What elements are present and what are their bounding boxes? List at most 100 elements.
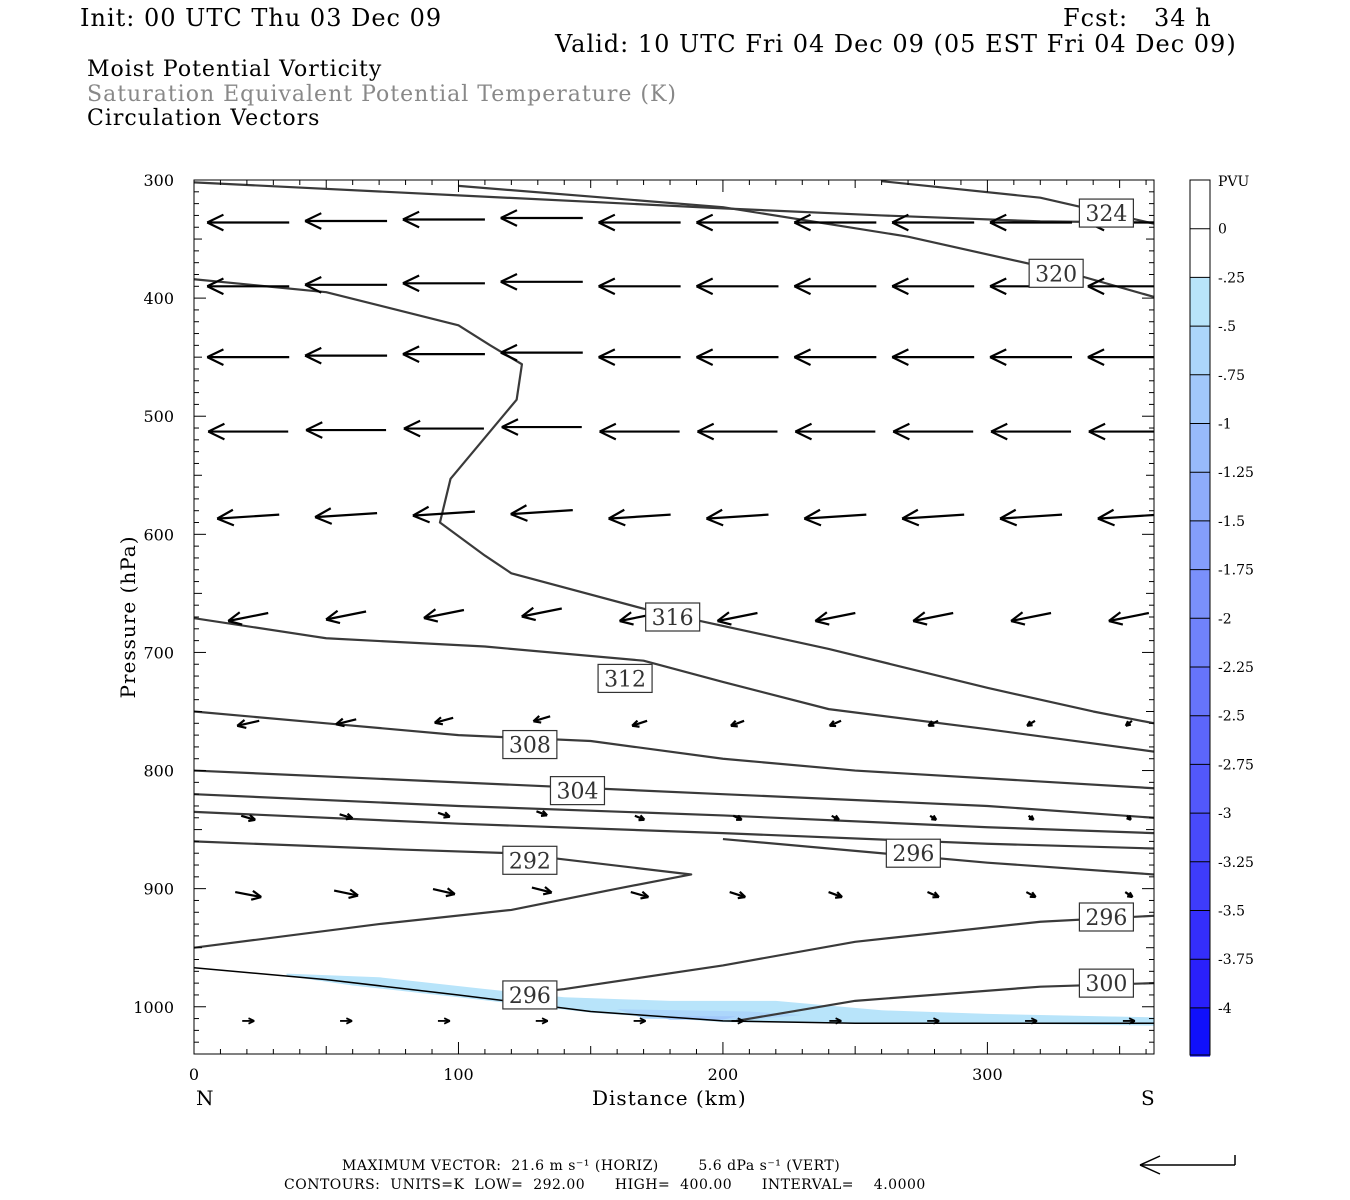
circulation-vector bbox=[532, 715, 551, 724]
y-tick-label: 500 bbox=[143, 407, 174, 426]
contour-320 bbox=[458, 184, 1154, 298]
circulation-vector bbox=[716, 611, 758, 626]
y-tick-label: 300 bbox=[143, 171, 174, 190]
circulation-vector bbox=[402, 210, 485, 229]
colorbar-label: -.25 bbox=[1218, 270, 1245, 286]
colorbar-label: -1.25 bbox=[1218, 465, 1254, 481]
colorbar-label: -3 bbox=[1218, 806, 1232, 822]
colorbar-label: -2 bbox=[1218, 611, 1232, 627]
colorbar-label: -.75 bbox=[1218, 368, 1245, 384]
field-title-vectors: Circulation Vectors bbox=[87, 106, 321, 131]
colorbar-cell bbox=[1190, 180, 1210, 229]
circulation-vector bbox=[235, 889, 262, 901]
circulation-vector bbox=[631, 719, 648, 728]
circulation-vector bbox=[1087, 277, 1154, 296]
colorbar-label: 0 bbox=[1218, 222, 1227, 238]
circulation-vector bbox=[314, 507, 378, 525]
circulation-vector bbox=[339, 812, 354, 821]
circulation-vector bbox=[1025, 1017, 1038, 1025]
circulation-vector bbox=[500, 209, 583, 227]
endpoint-left: N bbox=[196, 1086, 214, 1110]
circulation-vector bbox=[304, 275, 388, 294]
contour-312 bbox=[194, 617, 1154, 753]
colorbar-cell bbox=[1190, 326, 1210, 375]
colorbar-cell bbox=[1190, 618, 1210, 667]
colorbar-units: PVU bbox=[1218, 174, 1250, 190]
y-tick-label: 600 bbox=[143, 525, 174, 544]
circulation-vector bbox=[412, 505, 475, 524]
circulation-vector bbox=[403, 419, 484, 438]
circulation-vector bbox=[912, 611, 954, 626]
reference-vector bbox=[1139, 1155, 1236, 1175]
circulation-vector bbox=[630, 890, 650, 900]
circulation-vector bbox=[999, 508, 1063, 527]
circulation-vector bbox=[432, 887, 456, 898]
circulation-vector bbox=[730, 719, 745, 728]
circulation-vector bbox=[402, 274, 485, 293]
circulation-vector bbox=[729, 891, 747, 900]
contour-label-text: 296 bbox=[892, 842, 934, 867]
colorbar-cell bbox=[1190, 569, 1210, 619]
circulation-vector bbox=[696, 213, 779, 232]
circulation-vector bbox=[608, 508, 671, 527]
circulation-vector bbox=[423, 608, 465, 623]
circulation-vector bbox=[1108, 611, 1150, 626]
field-title-theta-es: Saturation Equivalent Potential Temperat… bbox=[87, 82, 677, 107]
contour-label: 296 bbox=[502, 980, 558, 1010]
circulation-vector bbox=[242, 1017, 255, 1025]
circulation-vector bbox=[500, 343, 583, 362]
colorbar-label: -1 bbox=[1218, 417, 1232, 433]
circulation-vector bbox=[402, 345, 485, 363]
circulation-vector bbox=[732, 814, 743, 821]
contour-label: 312 bbox=[597, 663, 653, 694]
forecast-hour: Fcst: 34 h bbox=[1063, 4, 1212, 32]
field-title-mpv: Moist Potential Vorticity bbox=[87, 57, 383, 82]
circulation-vector bbox=[1088, 422, 1154, 441]
circulation-vector bbox=[437, 811, 451, 819]
contour-label-text: 296 bbox=[1085, 906, 1127, 931]
y-tick-label: 800 bbox=[143, 762, 174, 781]
colorbar-cell bbox=[1190, 910, 1210, 960]
colorbar-cell bbox=[1190, 764, 1210, 814]
circulation-vector bbox=[901, 508, 965, 527]
circulation-vector bbox=[793, 213, 877, 232]
circulation-vector bbox=[535, 1017, 549, 1025]
circulation-vector bbox=[929, 814, 938, 821]
colorbar-label: -3.75 bbox=[1218, 952, 1254, 968]
circulation-vector bbox=[892, 422, 974, 441]
colorbar-cell bbox=[1190, 1007, 1210, 1057]
circulation-vector bbox=[1124, 891, 1134, 899]
circulation-vector bbox=[891, 213, 975, 232]
x-tick-label: 300 bbox=[972, 1065, 1003, 1084]
circulation-vector bbox=[1010, 611, 1052, 626]
colorbar-label: -2.75 bbox=[1218, 757, 1254, 773]
y-axis-label: Pressure (hPa) bbox=[116, 535, 140, 699]
circulation-vector bbox=[989, 348, 1073, 366]
colorbar-label: -3.25 bbox=[1218, 855, 1254, 871]
colorbar-label: -2.5 bbox=[1218, 709, 1245, 725]
colorbar-label: -2.25 bbox=[1218, 660, 1254, 676]
contour-label: 320 bbox=[1028, 258, 1084, 288]
circulation-vector bbox=[891, 348, 975, 366]
contour-label-text: 324 bbox=[1085, 202, 1127, 227]
footer-contours: CONTOURS: UNITS=K LOW= 292.00 HIGH= 400.… bbox=[284, 1177, 926, 1193]
y-tick-label: 700 bbox=[143, 643, 174, 662]
circulation-vector bbox=[599, 422, 680, 441]
x-tick-label: 200 bbox=[708, 1065, 739, 1084]
contour-label: 304 bbox=[549, 776, 606, 806]
circulation-vector bbox=[633, 1017, 647, 1025]
circulation-vector bbox=[335, 717, 357, 728]
colorbar-cell bbox=[1190, 715, 1210, 765]
footer-max-vector: MAXIMUM VECTOR: 21.6 m s⁻¹ (HORIZ) 5.6 d… bbox=[342, 1158, 841, 1174]
init-time: Init: 00 UTC Thu 03 Dec 09 bbox=[80, 4, 443, 32]
circulation-vector bbox=[696, 277, 779, 296]
y-tick-label: 1000 bbox=[133, 998, 174, 1017]
circulation-vector bbox=[501, 418, 582, 436]
circulation-vector bbox=[333, 888, 359, 899]
circulation-vector bbox=[304, 346, 388, 365]
circulation-vector bbox=[510, 504, 573, 522]
circulation-vector bbox=[1126, 815, 1132, 821]
circulation-vector bbox=[1087, 348, 1154, 366]
circulation-vector bbox=[1025, 891, 1037, 899]
endpoint-right: S bbox=[1141, 1086, 1155, 1110]
